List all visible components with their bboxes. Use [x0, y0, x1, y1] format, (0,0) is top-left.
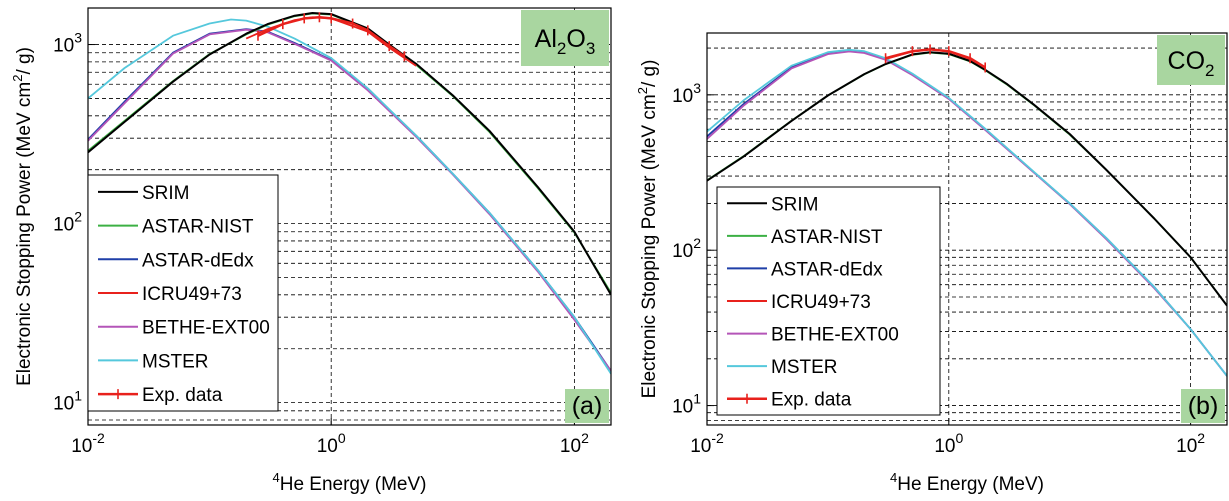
- plot-frame: [706, 32, 1228, 426]
- legend-label: SRIM: [142, 183, 190, 204]
- y-tick-label: 103: [53, 30, 82, 57]
- legend-label: MSTER: [142, 351, 209, 372]
- series-line-exp-data: [885, 48, 986, 69]
- material-label: CO2: [1168, 47, 1215, 80]
- x-tick-label: 100: [934, 430, 963, 457]
- panel-label: (a): [572, 392, 603, 420]
- y-tick-label: 102: [53, 209, 82, 236]
- series-line-mster: [88, 18, 611, 375]
- panel-label: (b): [1188, 392, 1219, 420]
- x-axis-label: 4He Energy (MeV): [272, 470, 426, 495]
- x-tick-label: 102: [1176, 430, 1205, 457]
- legend-label: MSTER: [771, 357, 838, 378]
- legend-label: ICRU49+73: [771, 292, 871, 313]
- y-axis-label: Electronic Stopping Power (MeV cm2/ g): [10, 47, 35, 386]
- panel-label-badge: [1181, 389, 1225, 423]
- legend-label: Exp. data: [771, 390, 852, 411]
- legend-label: Exp. data: [142, 385, 223, 406]
- material-badge: [521, 10, 609, 66]
- chart-panel-b: 10-2 100 102 101 102 103 4He Energy (MeV) Elect…: [635, 32, 1228, 495]
- x-tick-label: 100: [317, 430, 346, 457]
- plot-area: [88, 12, 611, 375]
- series-line-bethe-ext00: [88, 28, 611, 372]
- chart-panel-a: 10-2 100 102 101 102 103 4He Energy (MeV) Elect…: [10, 7, 612, 495]
- legend-label: ICRU49+73: [142, 284, 242, 305]
- legend-label: ASTAR-dEdx: [771, 259, 883, 280]
- series-line-mster: [707, 48, 1227, 377]
- legend-label: ASTAR-NIST: [142, 217, 254, 238]
- legend-label: ASTAR-NIST: [771, 227, 883, 248]
- material-badge: [1157, 35, 1225, 85]
- legend: SRIM ASTAR-NIST ASTAR-dEdx ICRU49+73 BETHE-E…: [87, 174, 279, 412]
- x-tick-label: 10-2: [690, 430, 724, 457]
- y-tick-label: 102: [672, 235, 701, 262]
- legend: SRIM ASTAR-NIST ASTAR-dEdx ICRU49+73 BETHE-E…: [716, 186, 941, 416]
- legend-label: BETHE-EXT00: [142, 318, 270, 339]
- x-tick-label: 102: [560, 430, 589, 457]
- legend-label: ASTAR-dEdx: [142, 250, 254, 271]
- legend-label: SRIM: [771, 194, 819, 215]
- y-axis-label: Electronic Stopping Power (MeV cm2/ g): [635, 60, 660, 399]
- legend-label: BETHE-EXT00: [771, 325, 899, 346]
- x-tick-label: 10-2: [71, 430, 105, 457]
- material-label: Al2O3: [535, 25, 596, 58]
- y-tick-label: 101: [53, 388, 82, 415]
- x-axis-label: 4He Energy (MeV): [890, 470, 1044, 495]
- y-tick-label: 101: [672, 391, 701, 418]
- series-line-srim: [707, 51, 1227, 307]
- y-tick-label: 103: [672, 80, 701, 107]
- plot-area: [707, 44, 1227, 377]
- panel-label-badge: [565, 389, 609, 423]
